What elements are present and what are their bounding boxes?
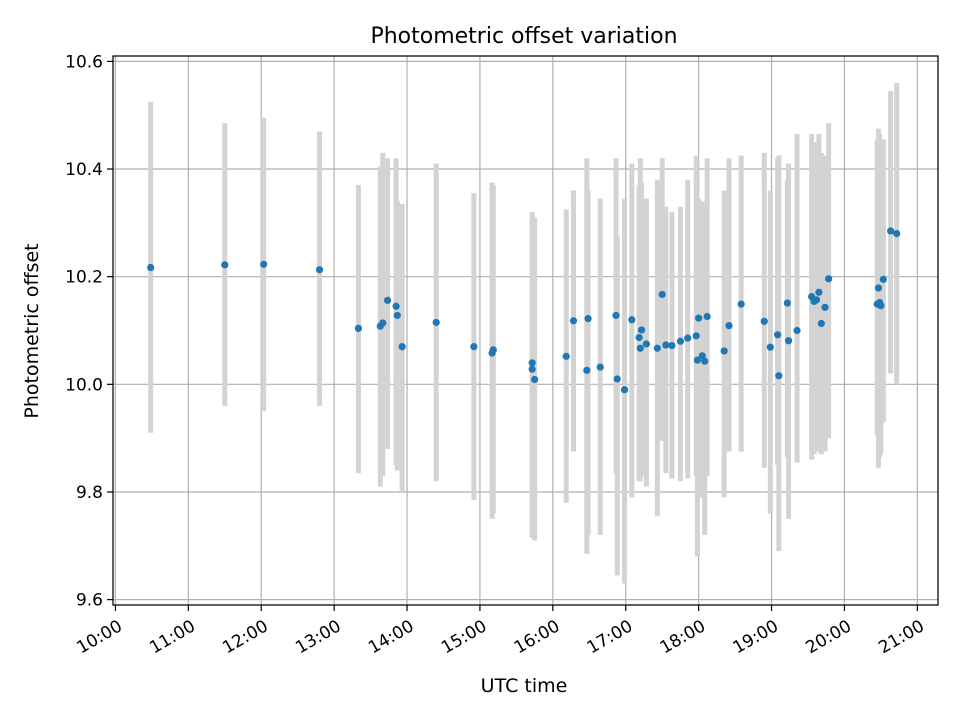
data-point [775,372,783,380]
data-point [658,290,666,299]
data-point [562,352,570,360]
data-point [766,343,774,351]
x-axis-label: UTC time [481,675,568,697]
data-point [695,314,703,322]
data-point [662,341,670,349]
data-point [815,288,823,296]
data-point [737,300,745,308]
data-point [676,337,685,345]
data-point [698,352,706,360]
data-point [636,344,644,352]
data-point [642,340,650,348]
data-point [692,332,700,340]
data-point [703,312,711,321]
y-tick-label: 9.8 [76,483,103,503]
y-tick-label: 9.6 [76,591,103,611]
data-point [489,346,497,354]
data-point [825,275,833,283]
data-point [635,333,643,342]
data-point [653,344,661,352]
data-point [260,260,268,268]
data-point [628,316,636,324]
data-point [584,315,592,323]
data-point [531,375,539,384]
data-point [613,375,621,383]
data-point [612,311,620,320]
data-point [693,356,702,364]
data-point [874,284,883,292]
data-point [596,363,604,371]
data-points [147,227,901,394]
data-point [583,366,591,374]
data-point [147,263,155,272]
data-point [821,303,829,311]
y-axis-ticks: 9.6 9.8 10.0 10.2 10.4 10.6 [65,52,113,611]
data-point [812,296,821,304]
data-point [393,311,401,320]
data-point [720,347,728,355]
data-point [392,302,400,310]
data-point [432,318,440,327]
data-point [620,386,629,394]
data-point [701,357,709,365]
data-point [379,319,387,327]
data-point [793,326,801,335]
data-point [569,317,578,325]
data-point [315,266,324,274]
data-point [470,343,478,351]
data-point [893,230,901,238]
data-point [383,296,392,304]
y-tick-label: 10.6 [65,52,103,72]
data-point [887,227,895,235]
data-point [783,299,791,307]
data-point [684,334,692,342]
data-point [221,261,229,269]
data-point [817,319,825,328]
plot-area-frame [112,55,939,606]
data-point [637,326,646,334]
data-point [528,359,536,367]
data-point [528,365,536,373]
data-point [354,324,363,332]
data-point [760,317,768,325]
data-point [879,275,887,283]
data-point [774,331,782,339]
chart-title: Photometric offset variation [370,24,677,49]
y-tick-label: 10.4 [65,160,103,180]
data-point [398,343,406,351]
data-point [725,322,733,330]
y-tick-label: 10.2 [65,268,103,288]
data-point [877,302,885,310]
y-tick-label: 10.0 [65,375,103,395]
data-point [668,341,676,350]
y-axis-label: Photometric offset [21,243,43,418]
data-point [784,337,793,345]
